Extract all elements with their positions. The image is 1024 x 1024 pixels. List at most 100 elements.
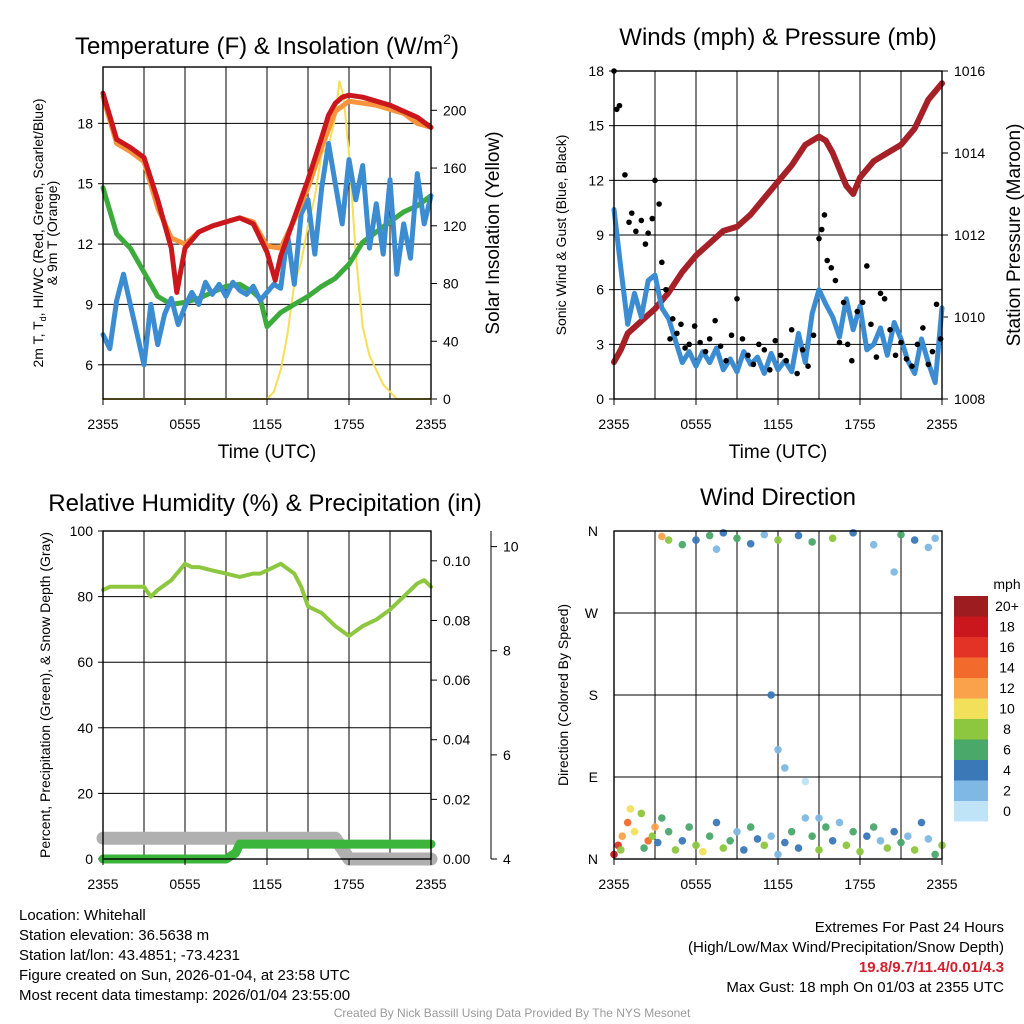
direction-point bbox=[685, 823, 693, 831]
gust-point bbox=[669, 316, 676, 322]
series-2m-temperature bbox=[100, 90, 434, 295]
y-tick-label: 0 bbox=[85, 851, 93, 867]
direction-point bbox=[828, 836, 837, 845]
gust-point bbox=[810, 332, 817, 339]
x-axis-label: Time (UTC) bbox=[729, 442, 828, 463]
chart-title: Relative Humidity (%) & Precipitation (i… bbox=[48, 490, 481, 517]
direction-point bbox=[794, 531, 803, 540]
direction-point bbox=[712, 818, 721, 827]
direction-point bbox=[699, 847, 707, 856]
gust-point bbox=[821, 212, 828, 218]
direction-point bbox=[630, 827, 639, 836]
gust-point bbox=[723, 357, 729, 364]
y2-tick-label: 0 bbox=[443, 391, 451, 407]
y2-tick-label: 0.08 bbox=[443, 612, 470, 628]
direction-point bbox=[869, 823, 878, 831]
direction-point bbox=[651, 823, 659, 831]
x-tick-label: 1755 bbox=[844, 876, 875, 892]
y2-tick-label: 1016 bbox=[954, 63, 985, 79]
gust-point bbox=[691, 323, 698, 329]
gust-point bbox=[728, 332, 735, 339]
legend-label: 18 bbox=[999, 619, 1015, 635]
direction-point bbox=[637, 809, 646, 818]
legend-label: 6 bbox=[1003, 742, 1011, 758]
max-gust-text: Max Gust: 18 mph On 01/03 at 2355 UTC bbox=[726, 979, 1004, 996]
gust-point bbox=[881, 295, 888, 302]
gust-point bbox=[633, 228, 639, 235]
legend-label: 0 bbox=[1003, 803, 1011, 819]
legend-swatch bbox=[954, 616, 988, 637]
legend-title: mph bbox=[993, 576, 1020, 592]
y-tick-label: 40 bbox=[77, 720, 93, 736]
created-text: Figure created on Sun, 2026-01-04, at 23… bbox=[19, 967, 351, 984]
y2-tick-label: 0.04 bbox=[443, 732, 470, 748]
legend-swatch bbox=[954, 698, 988, 719]
direction-point bbox=[931, 850, 939, 859]
legend-label: 10 bbox=[999, 701, 1015, 717]
x-tick-label: 0555 bbox=[680, 416, 711, 432]
direction-point bbox=[842, 841, 851, 850]
direction-point bbox=[760, 841, 769, 850]
direction-point bbox=[808, 538, 816, 546]
direction-point bbox=[883, 844, 892, 852]
x-tick-label: 1155 bbox=[252, 876, 282, 892]
y-tick-label: 6 bbox=[596, 282, 604, 298]
direction-point bbox=[781, 764, 789, 772]
y-tick-label: W bbox=[585, 605, 599, 621]
x-tick-label: 2355 bbox=[415, 416, 446, 432]
x-tick-label: 2355 bbox=[415, 876, 446, 892]
gust-point bbox=[674, 330, 680, 337]
y-tick-label: 100 bbox=[70, 523, 94, 539]
gust-point bbox=[745, 352, 751, 359]
y2-tick-label: 10 bbox=[503, 539, 519, 555]
x-tick-label: 1755 bbox=[333, 416, 364, 432]
direction-point bbox=[767, 832, 775, 841]
legend-swatch bbox=[954, 596, 988, 617]
y2-tick-label: 1012 bbox=[954, 227, 985, 243]
legend-label: 12 bbox=[999, 680, 1015, 696]
gust-point bbox=[920, 325, 926, 331]
panel-1: 6 9 12 15 18 0 40 80 120 160 200 2355 0555 1155 1755 23… bbox=[30, 31, 504, 463]
series-snow-depth bbox=[96, 831, 438, 866]
y-tick-label: 9 bbox=[85, 296, 93, 312]
chart-title: Wind Direction bbox=[700, 484, 856, 511]
direction-point bbox=[869, 540, 878, 549]
gust-point bbox=[649, 215, 656, 222]
station-info: Location: Whitehall Station elevation: 3… bbox=[19, 906, 350, 1006]
legend-label: 4 bbox=[1003, 762, 1011, 778]
direction-point bbox=[671, 846, 680, 854]
x-tick-label: 2355 bbox=[598, 416, 629, 432]
y2-tick-label: 1010 bbox=[954, 309, 985, 325]
y-axis-label: Sonic Wind & Gust (Blue, Black) bbox=[553, 135, 569, 336]
speed-legend: mph 20+ 18 16 14 12 10 8 6 4 2 0 bbox=[954, 576, 1021, 822]
x-tick-label: 1155 bbox=[252, 416, 282, 432]
gust-point bbox=[628, 210, 635, 216]
direction-point bbox=[924, 835, 933, 843]
y-axis-label: Percent, Precipitation (Green), & Snow D… bbox=[37, 532, 53, 858]
gust-point bbox=[840, 299, 847, 306]
panel-3: 0 20 40 60 80 100 0.00 0.02 0.04 0.06 0.08 0.10 4 6 8 1… bbox=[37, 490, 519, 892]
gust-point bbox=[832, 277, 839, 284]
direction-point bbox=[705, 531, 714, 540]
y-tick-label: 18 bbox=[588, 63, 604, 79]
direction-point bbox=[618, 832, 626, 841]
gust-point bbox=[873, 354, 880, 360]
y2-tick-label: 160 bbox=[443, 160, 467, 176]
direction-point bbox=[719, 529, 728, 537]
gust-point bbox=[816, 235, 822, 242]
direction-point bbox=[815, 814, 823, 822]
y2-tick-label: 40 bbox=[443, 333, 459, 349]
gust-point bbox=[777, 352, 784, 359]
direction-point bbox=[740, 846, 748, 854]
gust-point bbox=[686, 341, 692, 348]
direction-point bbox=[767, 691, 775, 699]
series-heat-index-windchill bbox=[100, 141, 434, 368]
gust-point bbox=[844, 341, 851, 348]
gust-point bbox=[925, 361, 932, 368]
y2-tick-label: 4 bbox=[503, 851, 511, 867]
credit-text: Created By Nick Bassill Using Data Provi… bbox=[333, 1006, 691, 1020]
extremes-subtitle: (High/Low/Max Wind/Precipitation/Snow De… bbox=[688, 939, 1004, 956]
direction-point bbox=[849, 827, 857, 836]
chart-title: Temperature (F) & Insolation (W/m2) bbox=[75, 31, 459, 60]
extremes-panel: Extremes For Past 24 Hours (High/Low/Max… bbox=[688, 918, 1004, 998]
